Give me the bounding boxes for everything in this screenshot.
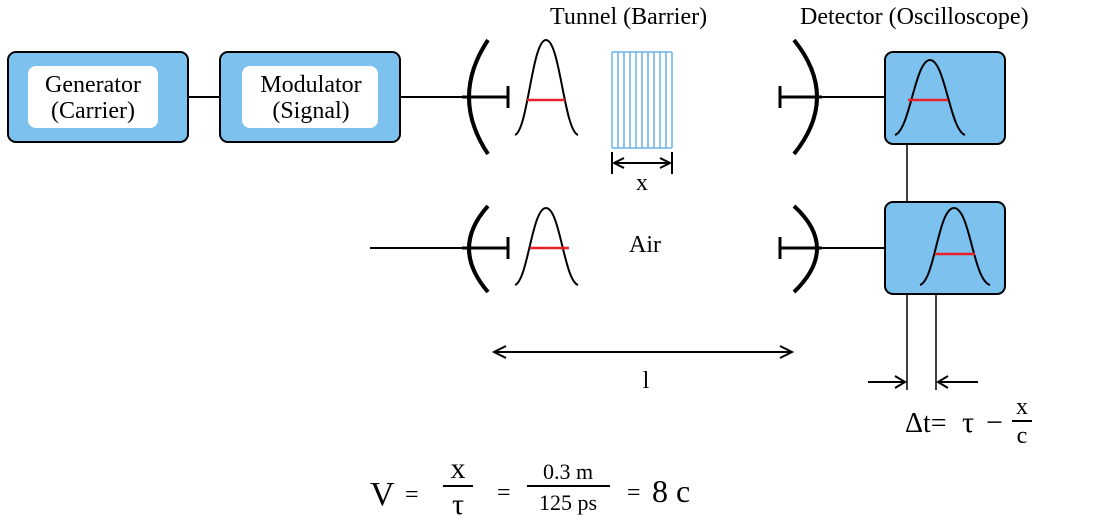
delay-lhs: Δt= [905, 408, 947, 439]
delay-minus: − [986, 406, 1003, 439]
receive-antenna-bottom [778, 204, 822, 294]
delay-tau: τ [962, 406, 974, 439]
tunnel-label: Tunnel (Barrier) [550, 4, 707, 30]
generator-label-line2: (Carrier) [51, 98, 135, 124]
modulator-label-line2: (Signal) [272, 98, 349, 124]
detector-screen-bottom [884, 201, 1006, 295]
generator-label-line1: Generator [45, 72, 141, 98]
delay-frac-num: x [1016, 394, 1028, 420]
velocity-eq1: = [405, 482, 419, 508]
transmit-antenna-bottom [462, 204, 510, 294]
delay-formula: Δt= τ − x c [905, 394, 1032, 449]
detector-screen-top [884, 51, 1006, 145]
air-label: Air [629, 232, 661, 258]
velocity-eq2: = [497, 480, 511, 506]
distance-dimension [491, 345, 795, 359]
modulator-block: Modulator (Signal) [219, 51, 401, 143]
receive-antenna-top [778, 38, 822, 156]
delay-dimension [868, 294, 978, 390]
detector-label: Detector (Oscilloscope) [800, 4, 1029, 30]
delay-frac-den: c [1017, 423, 1028, 449]
tunnel-barrier [611, 51, 673, 149]
velocity-eq3: = [627, 480, 641, 506]
velocity-v: V [370, 476, 395, 513]
transmit-antenna-top [462, 38, 510, 156]
velocity-frac2-den: 125 ps [539, 490, 597, 515]
velocity-formula: V = x τ = 0.3 m 125 ps = 8 c [370, 452, 690, 521]
barrier-width-dimension [611, 152, 673, 174]
distance-label: l [643, 368, 650, 394]
barrier-width-label: x [636, 170, 648, 196]
velocity-frac1-num: x [451, 452, 466, 485]
pulse-sent-top [514, 38, 579, 136]
generator-block: Generator (Carrier) [7, 51, 189, 143]
pulse-sent-bottom [514, 206, 579, 286]
velocity-frac1-den: τ [452, 488, 464, 521]
velocity-result: 8 c [652, 473, 690, 509]
velocity-frac2-num: 0.3 m [543, 459, 593, 484]
modulator-label-line1: Modulator [260, 72, 361, 98]
